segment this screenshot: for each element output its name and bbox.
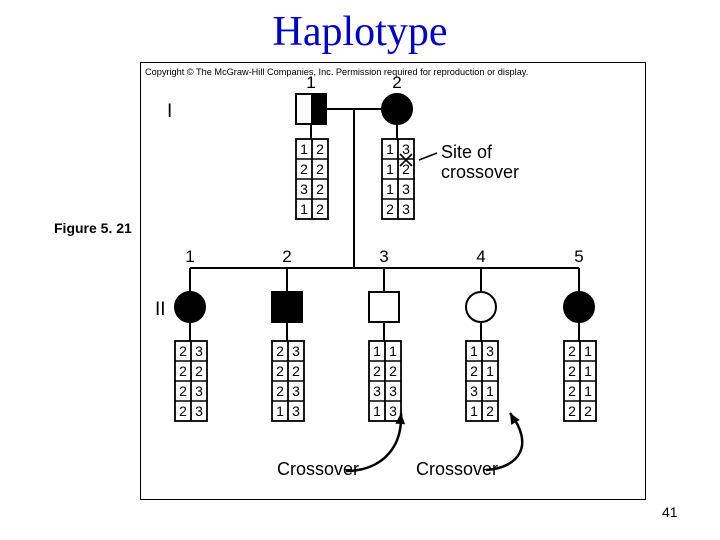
svg-text:2: 2	[300, 161, 308, 177]
svg-text:II: II	[155, 299, 166, 320]
svg-text:2: 2	[389, 363, 397, 379]
svg-text:2: 2	[316, 181, 324, 197]
pedigree-diagram: Copyright © The McGraw-Hill Companies, I…	[141, 63, 645, 499]
svg-text:4: 4	[476, 247, 485, 266]
svg-text:2: 2	[486, 403, 494, 419]
svg-text:Copyright © The McGraw-Hill Co: Copyright © The McGraw-Hill Companies, I…	[145, 67, 528, 77]
svg-text:3: 3	[373, 383, 381, 399]
svg-text:2: 2	[568, 343, 576, 359]
svg-text:2: 2	[292, 363, 300, 379]
svg-text:3: 3	[389, 383, 397, 399]
svg-text:2: 2	[316, 201, 324, 217]
svg-text:1: 1	[584, 363, 592, 379]
svg-text:Crossover: Crossover	[416, 459, 498, 479]
svg-text:1: 1	[373, 403, 381, 419]
svg-text:crossover: crossover	[441, 162, 519, 182]
svg-text:2: 2	[276, 383, 284, 399]
svg-text:3: 3	[389, 403, 397, 419]
svg-text:1: 1	[276, 403, 284, 419]
svg-text:Crossover: Crossover	[277, 459, 359, 479]
svg-text:1: 1	[300, 141, 308, 157]
svg-text:2: 2	[179, 363, 187, 379]
svg-text:3: 3	[195, 383, 203, 399]
svg-text:Site of: Site of	[441, 142, 493, 162]
svg-text:3: 3	[292, 343, 300, 359]
svg-text:1: 1	[584, 383, 592, 399]
svg-text:3: 3	[470, 383, 478, 399]
svg-text:1: 1	[470, 403, 478, 419]
svg-text:2: 2	[584, 403, 592, 419]
svg-text:1: 1	[486, 363, 494, 379]
svg-text:2: 2	[386, 201, 394, 217]
svg-text:3: 3	[195, 403, 203, 419]
svg-text:1: 1	[584, 343, 592, 359]
svg-text:5: 5	[574, 247, 583, 266]
page-title: Haplotype	[0, 8, 720, 56]
svg-text:2: 2	[282, 247, 291, 266]
svg-text:3: 3	[402, 141, 410, 157]
svg-text:3: 3	[292, 383, 300, 399]
svg-text:1: 1	[373, 343, 381, 359]
svg-text:2: 2	[276, 343, 284, 359]
svg-text:1: 1	[386, 161, 394, 177]
svg-text:1: 1	[306, 73, 315, 92]
page-number: 41	[662, 504, 678, 520]
svg-text:3: 3	[379, 247, 388, 266]
svg-text:3: 3	[300, 181, 308, 197]
svg-text:I: I	[167, 101, 172, 122]
svg-text:2: 2	[276, 363, 284, 379]
svg-text:2: 2	[316, 141, 324, 157]
svg-text:3: 3	[486, 343, 494, 359]
svg-text:2: 2	[195, 363, 203, 379]
svg-text:3: 3	[402, 201, 410, 217]
diagram-frame: Copyright © The McGraw-Hill Companies, I…	[140, 62, 646, 500]
svg-text:2: 2	[316, 161, 324, 177]
svg-text:1: 1	[300, 201, 308, 217]
svg-text:2: 2	[392, 73, 401, 92]
svg-text:2: 2	[179, 383, 187, 399]
figure-label: Figure 5. 21	[54, 220, 132, 236]
svg-text:2: 2	[470, 363, 478, 379]
svg-text:1: 1	[389, 343, 397, 359]
svg-text:2: 2	[568, 403, 576, 419]
svg-text:2: 2	[179, 403, 187, 419]
svg-text:2: 2	[568, 383, 576, 399]
svg-text:1: 1	[386, 141, 394, 157]
svg-text:2: 2	[568, 363, 576, 379]
svg-text:1: 1	[486, 383, 494, 399]
svg-text:1: 1	[185, 247, 194, 266]
svg-text:3: 3	[402, 181, 410, 197]
svg-text:1: 1	[386, 181, 394, 197]
svg-text:2: 2	[373, 363, 381, 379]
svg-text:3: 3	[195, 343, 203, 359]
svg-text:2: 2	[179, 343, 187, 359]
svg-text:3: 3	[292, 403, 300, 419]
svg-text:1: 1	[470, 343, 478, 359]
